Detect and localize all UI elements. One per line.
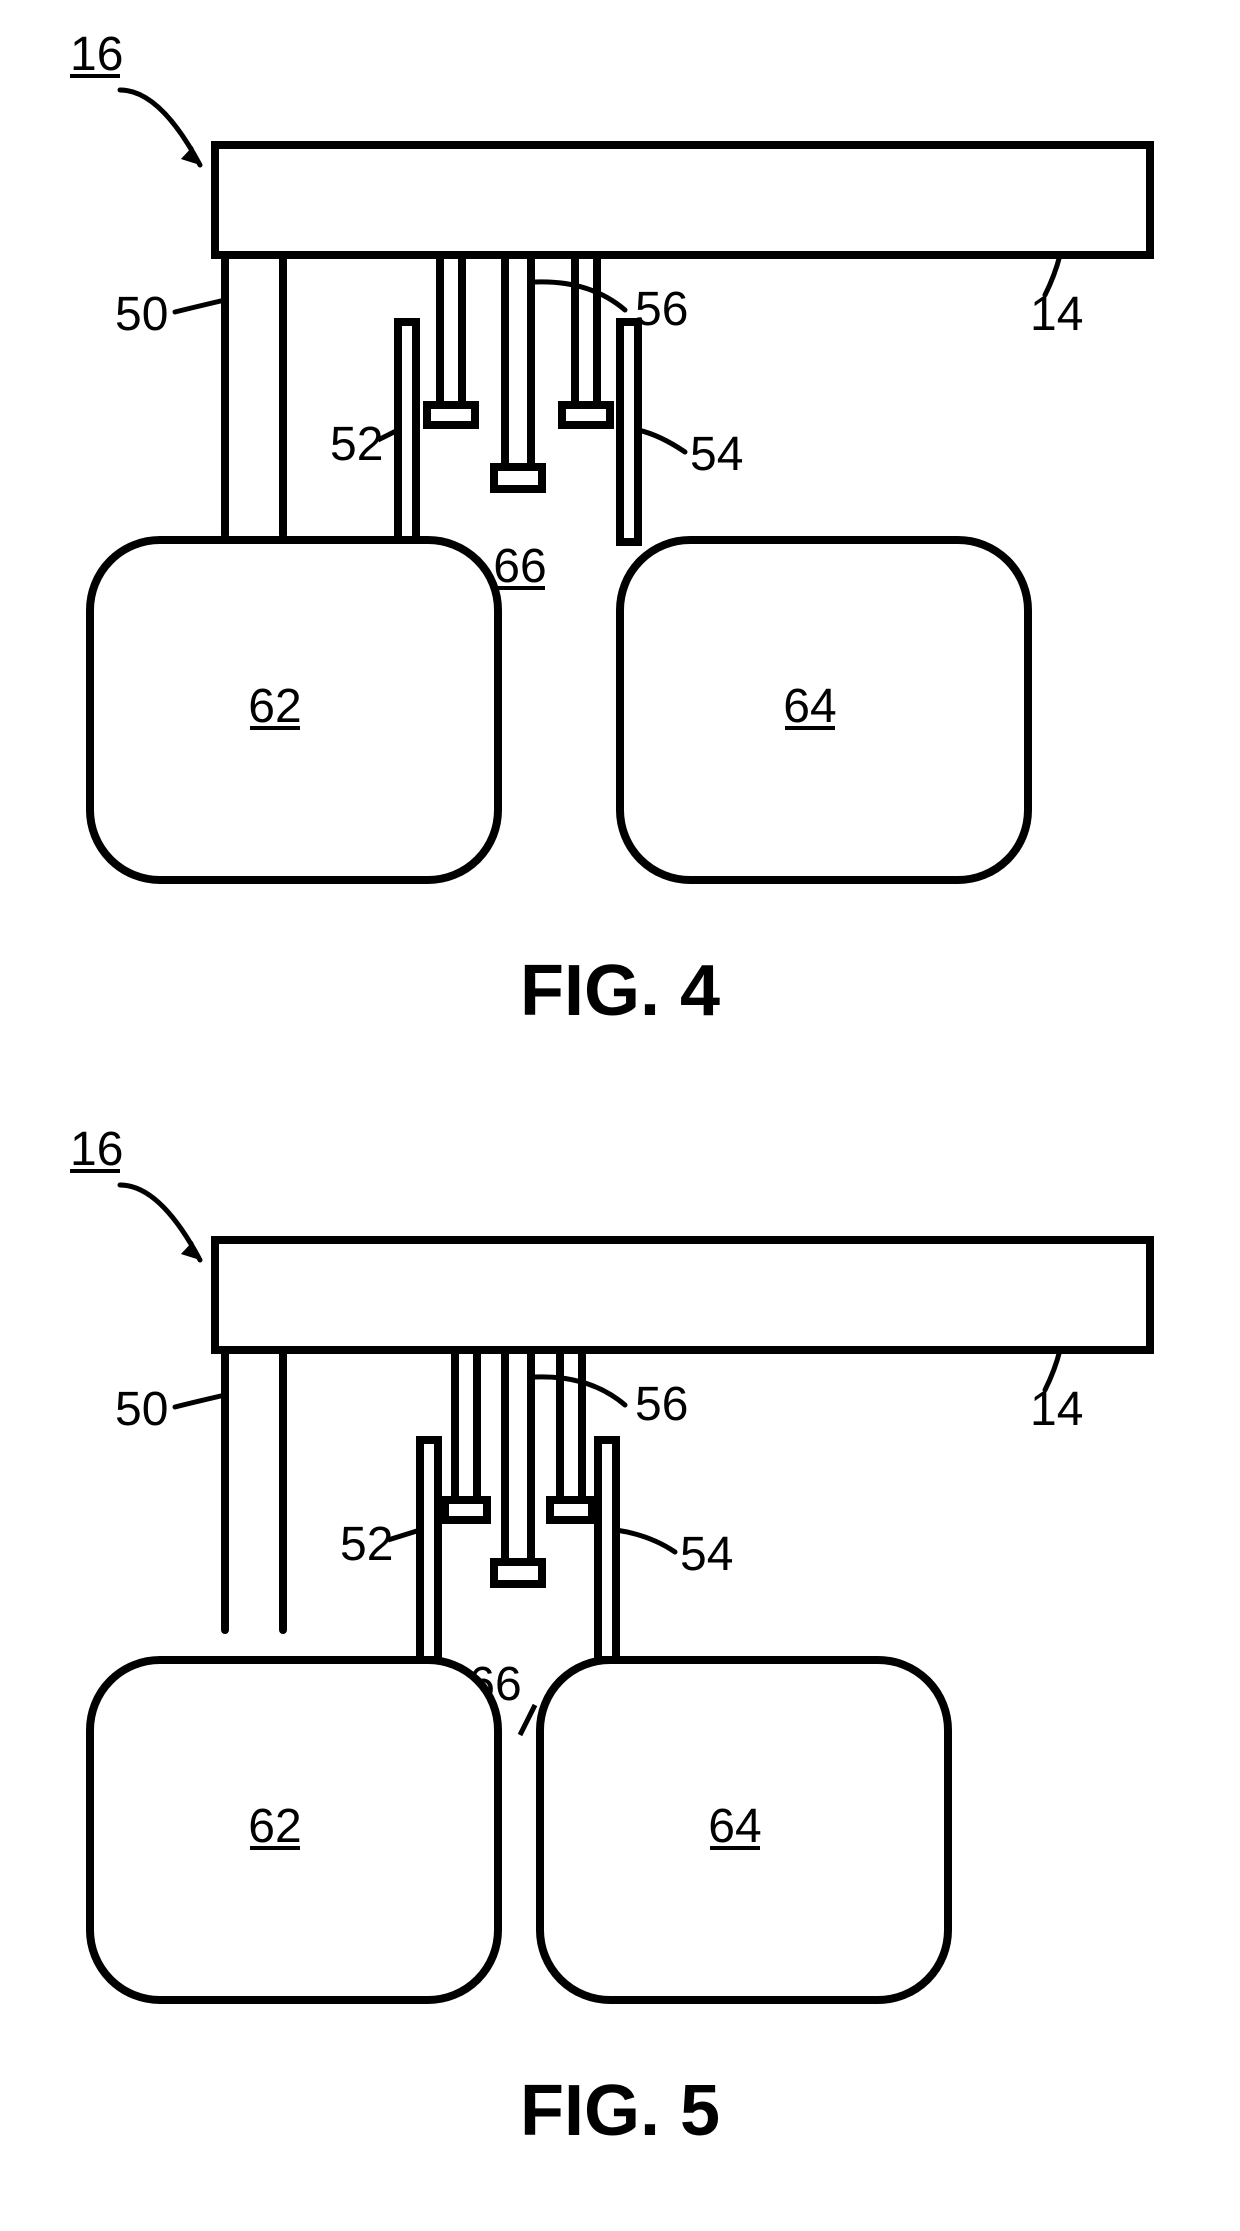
fig4-label-50: 50 [115, 288, 168, 341]
fig4-caption: FIG. 4 [520, 951, 720, 1031]
fig4-label-56: 56 [635, 283, 688, 336]
fig4-label-62: 62 [248, 680, 301, 733]
fig4: 16 14 50 56 52 54 66 62 64 FIG. 4 [70, 28, 1150, 1031]
fig5-caption: FIG. 5 [520, 2071, 720, 2151]
fig5-label-50: 50 [115, 1383, 168, 1436]
fig5-label-16: 16 [70, 1123, 123, 1176]
fig4-label-54: 54 [690, 428, 743, 481]
fig4-label-66: 66 [493, 540, 546, 593]
fig4-label-14: 14 [1030, 288, 1083, 341]
fig4-label-64: 64 [783, 680, 836, 733]
fig5-label-54: 54 [680, 1528, 733, 1581]
fig4-label-52: 52 [330, 418, 383, 471]
fig5-label-52: 52 [340, 1518, 393, 1571]
fig5: 161450565254666264FIG. 5 [70, 1123, 1150, 2151]
fig5-label-56: 56 [635, 1378, 688, 1431]
fig5-label-62: 62 [248, 1800, 301, 1853]
fig4-label-16: 16 [70, 28, 123, 81]
fig5-label-14: 14 [1030, 1383, 1083, 1436]
fig5-label-64: 64 [708, 1800, 761, 1853]
